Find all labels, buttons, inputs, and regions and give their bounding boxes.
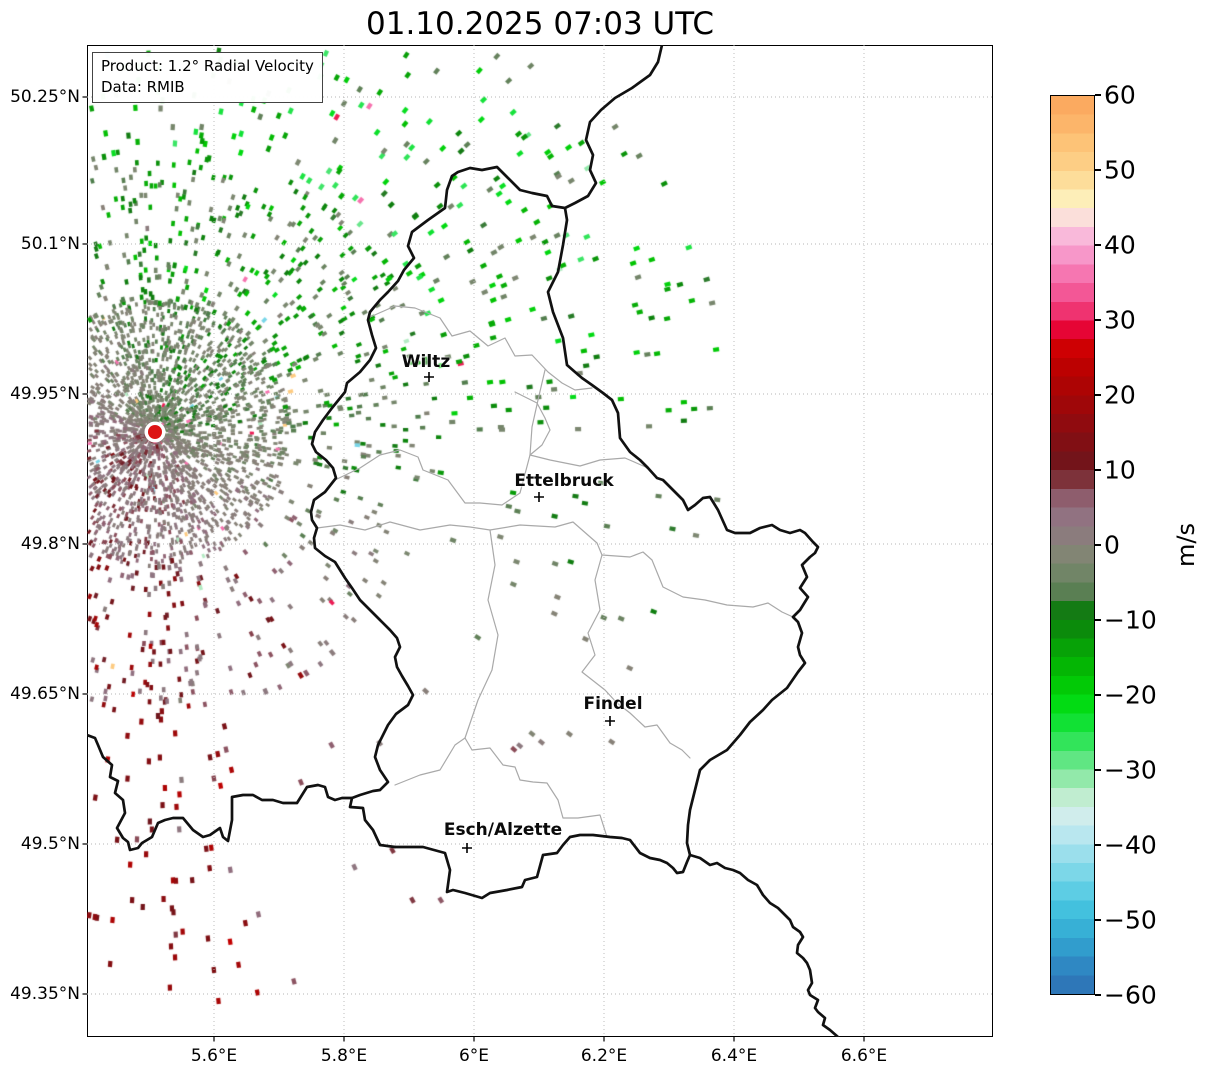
colorbar-tick-label: −40 [1104, 830, 1157, 860]
colorbar-tick-mark [1095, 919, 1101, 921]
x-tick-label: 5.6°E [190, 1046, 238, 1066]
y-tick-label: 49.65°N [10, 684, 80, 704]
colorbar-tick-mark [1095, 394, 1101, 396]
city-label: Findel [583, 694, 643, 714]
city-label: Esch/Alzette [443, 820, 563, 840]
colorbar-tick-mark [1095, 694, 1101, 696]
country-border-path [87, 733, 354, 852]
y-tick-label: 49.35°N [10, 984, 80, 1004]
city-marker-icon [605, 716, 615, 726]
y-tick-label: 50.25°N [10, 87, 80, 107]
product-info-box: Product: 1.2° Radial Velocity Data: RMIB [92, 52, 323, 103]
country-border-path [688, 853, 840, 1037]
colorbar-tick-label: 20 [1104, 380, 1136, 410]
city-marker-icon [462, 843, 472, 853]
map-borders [87, 45, 840, 1037]
city-label: Ettelbruck [514, 471, 614, 491]
colorbar-tick-mark [1095, 244, 1101, 246]
colorbar-tick-label: 40 [1104, 230, 1136, 260]
y-tick-label: 49.95°N [10, 384, 80, 404]
colorbar-tick-mark [1095, 619, 1101, 621]
y-tick-label: 49.8°N [20, 534, 80, 554]
canton-border-path [464, 529, 608, 838]
colorbar-tick-mark [1095, 994, 1101, 996]
product-info-line: Product: 1.2° Radial Velocity [101, 57, 314, 75]
canton-border-path [334, 369, 546, 506]
country-border-path [546, 206, 820, 857]
city-label: Wiltz [401, 352, 451, 372]
canton-border-path [529, 454, 649, 469]
city-marker-icon [424, 372, 434, 382]
colorbar [1050, 95, 1095, 995]
x-tick-label: 6.4°E [710, 1046, 758, 1066]
country-border-path [393, 833, 692, 900]
colorbar-tick-label: 0 [1104, 530, 1120, 560]
colorbar-tick-mark [1095, 769, 1101, 771]
colorbar-tick-mark [1095, 844, 1101, 846]
canton-border-path [514, 391, 551, 456]
radar-site-dot [148, 425, 162, 439]
colorbar-tick-label: −20 [1104, 680, 1157, 710]
colorbar-tick-label: −10 [1104, 605, 1157, 635]
colorbar-tick-label: −50 [1104, 905, 1157, 935]
chart-title: 01.10.2025 07:03 UTC [366, 6, 714, 42]
colorbar-tick-mark [1095, 94, 1101, 96]
x-tick-label: 5.8°E [320, 1046, 368, 1066]
radar-scatter-canvas [87, 45, 993, 1037]
colorbar-tick-label: −30 [1104, 755, 1157, 785]
colorbar-tick-mark [1095, 469, 1101, 471]
colorbar-tick-label: 60 [1104, 80, 1136, 110]
x-tick-label: 6.6°E [840, 1046, 888, 1066]
canton-border-path [316, 521, 794, 618]
colorbar-unit-label: m/s [1172, 523, 1200, 567]
canton-border-path [394, 737, 466, 786]
colorbar-tick-mark [1095, 544, 1101, 546]
colorbar-tick-label: 50 [1104, 155, 1136, 185]
y-tick-label: 50.1°N [20, 234, 80, 254]
x-tick-label: 6.2°E [580, 1046, 628, 1066]
canton-border-path [581, 554, 691, 759]
canton-border-path [367, 305, 593, 391]
colorbar-tick-label: 30 [1104, 305, 1136, 335]
colorbar-tick-mark [1095, 169, 1101, 171]
city-marker-icon [534, 492, 544, 502]
x-tick-label: 6°E [458, 1046, 490, 1066]
country-border-path [309, 165, 567, 849]
colorbar-tick-label: −60 [1104, 980, 1157, 1010]
country-border-path [563, 45, 664, 210]
y-tick-label: 49.5°N [20, 834, 80, 854]
colorbar-tick-label: 10 [1104, 455, 1136, 485]
data-source-line: Data: RMIB [101, 78, 185, 96]
colorbar-tick-mark [1095, 319, 1101, 321]
